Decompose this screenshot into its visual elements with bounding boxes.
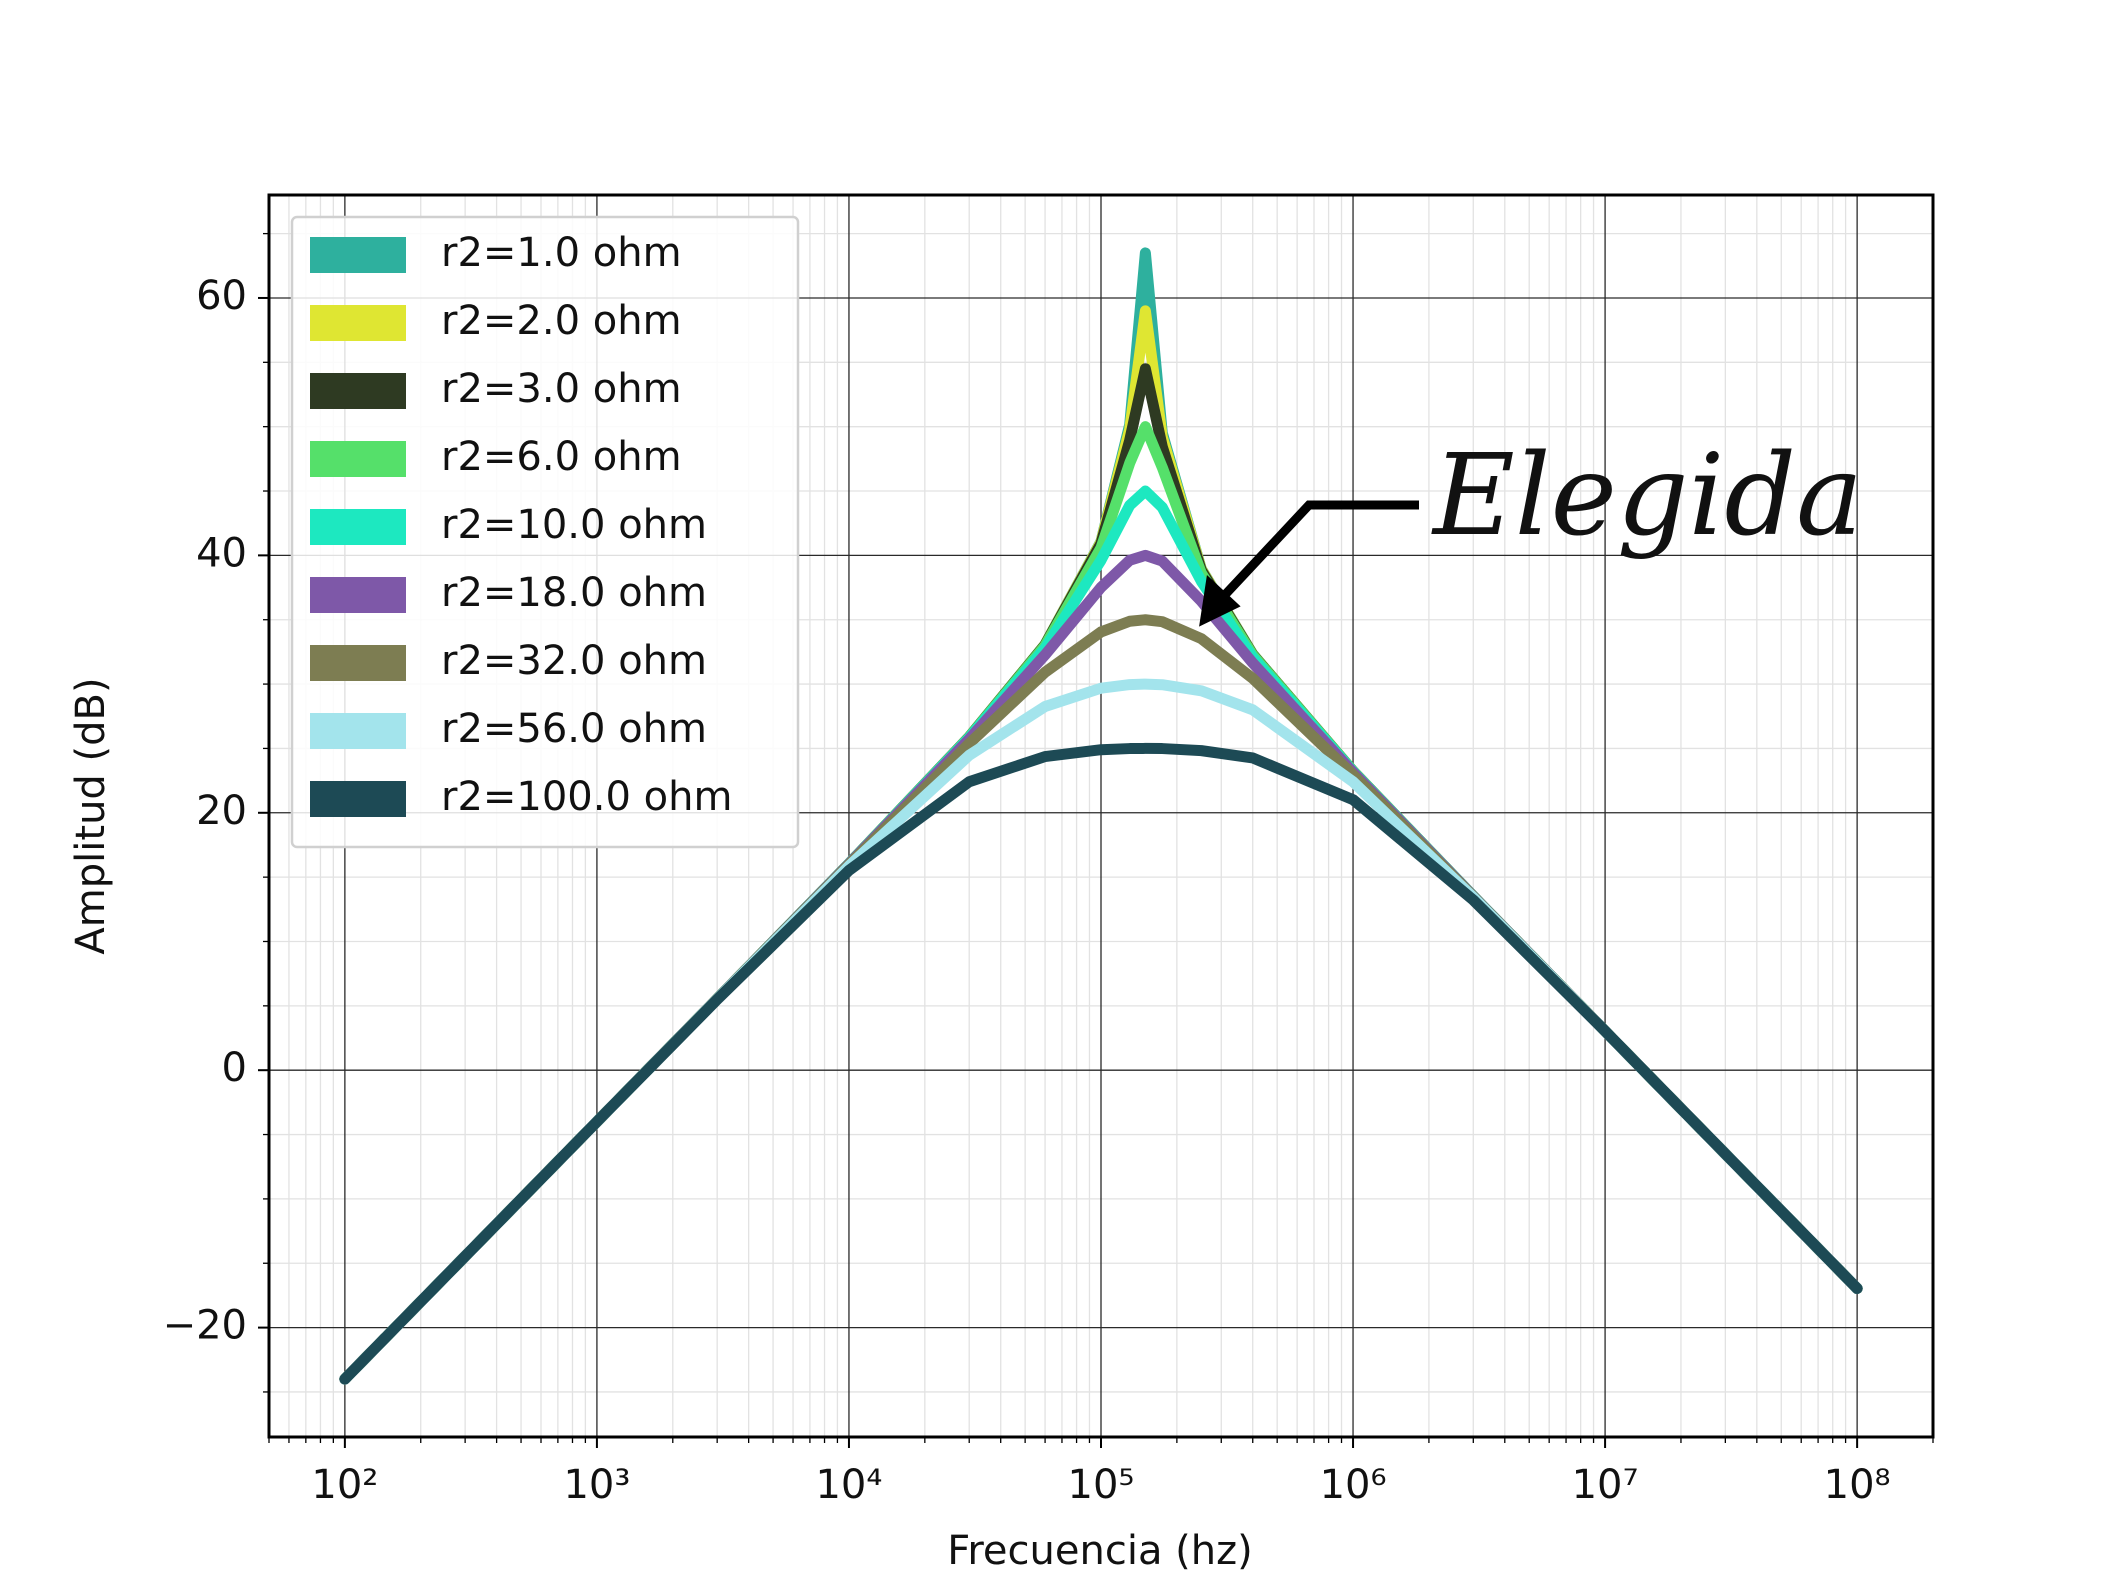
legend-label: r2=10.0 ohm xyxy=(441,502,707,548)
legend-label: r2=1.0 ohm xyxy=(441,230,682,276)
annotation-text: Elegida xyxy=(1431,431,1863,561)
legend-swatch xyxy=(310,441,406,477)
legend-label: r2=3.0 ohm xyxy=(441,366,682,412)
legend-label: r2=2.0 ohm xyxy=(441,298,682,344)
axes: 10² 10³ 10⁴ 10⁵ 10⁶ 10⁷ 10⁸ −20 0 20 40 60 xyxy=(163,193,1935,1508)
y-tick-label: 40 xyxy=(196,530,247,576)
legend-swatch xyxy=(310,645,406,681)
plot-frame xyxy=(267,193,1935,1439)
x-tick-label: 10² xyxy=(311,1462,378,1508)
y-tick-label: 60 xyxy=(196,273,247,319)
y-tick-label: −20 xyxy=(163,1303,247,1349)
plot-lines xyxy=(339,247,1863,1385)
y-tick-label: 0 xyxy=(222,1045,247,1091)
legend-label: r2=56.0 ohm xyxy=(441,706,707,752)
y-tick-label: 20 xyxy=(196,788,247,834)
legend-swatch xyxy=(310,509,406,545)
legend-swatch xyxy=(310,305,406,341)
legend-label: r2=100.0 ohm xyxy=(441,774,732,820)
x-tick-label: 10⁷ xyxy=(1572,1462,1639,1508)
x-tick-label: 10⁵ xyxy=(1068,1462,1135,1508)
legend-frame xyxy=(290,215,800,849)
legend-label: r2=6.0 ohm xyxy=(441,434,682,480)
legend-swatch xyxy=(310,781,406,817)
legend-label: r2=32.0 ohm xyxy=(441,638,707,684)
legend-label: r2=18.0 ohm xyxy=(441,570,707,616)
annotation: Elegida xyxy=(1199,431,1863,627)
legend: r2=1.0 ohm r2=2.0 ohm r2=3.0 ohm r2=6.0 ohm… xyxy=(290,215,800,849)
y-axis-label: Amplitud (dB) xyxy=(68,677,114,954)
x-tick-label: 10⁶ xyxy=(1320,1462,1387,1508)
arrow-head xyxy=(1199,574,1241,627)
x-axis-label: Frecuencia (hz) xyxy=(947,1528,1252,1574)
x-tick-label: 10⁸ xyxy=(1824,1462,1891,1508)
legend-swatch xyxy=(310,713,406,749)
x-tick-label: 10³ xyxy=(563,1462,630,1508)
series-line xyxy=(339,742,1863,1385)
annotation-arrow xyxy=(1218,500,1419,602)
legend-swatch xyxy=(310,577,406,613)
x-tick-label: 10⁴ xyxy=(815,1462,882,1508)
legend-swatch xyxy=(310,373,406,409)
legend-swatch xyxy=(310,237,406,273)
